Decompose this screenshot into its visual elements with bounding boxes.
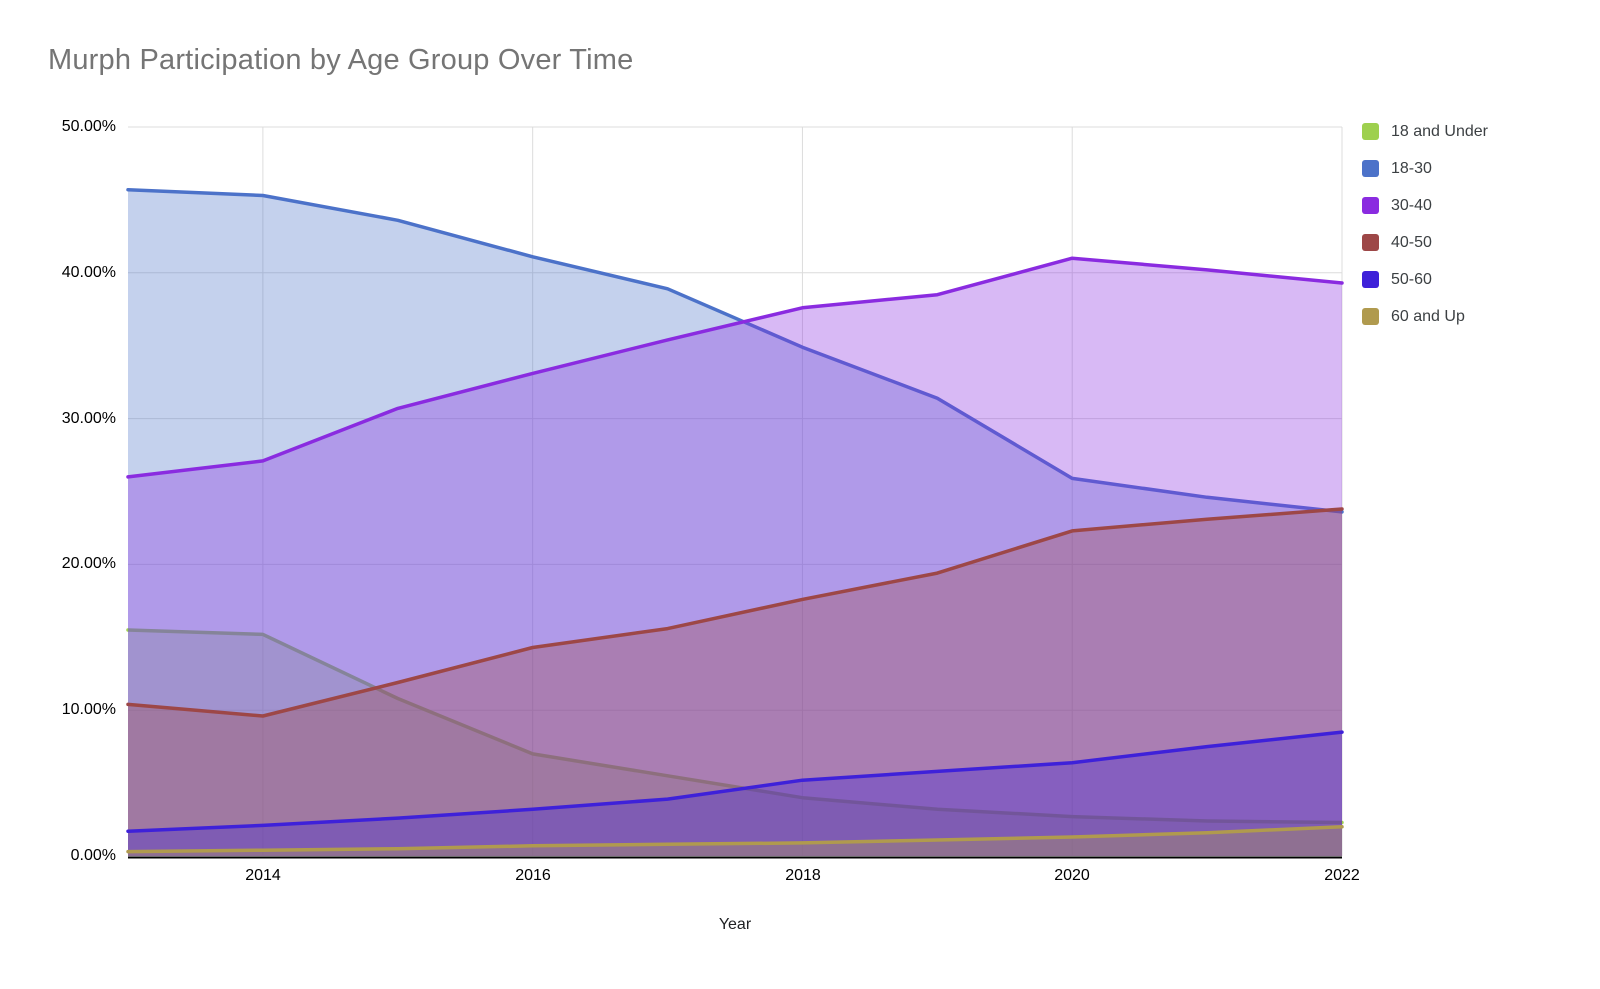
legend-item-60-and-up[interactable]: 60 and Up [1362,298,1488,335]
x-tick-label: 2014 [245,867,281,884]
legend-item-40-50[interactable]: 40-50 [1362,224,1488,261]
legend-label: 60 and Up [1391,307,1465,325]
legend-label: 50-60 [1391,270,1432,288]
legend-item-18-and-under[interactable]: 18 and Under [1362,113,1488,150]
y-tick-label: 50.00% [61,118,116,135]
y-tick-label: 30.00% [61,410,116,427]
chart-title: Murph Participation by Age Group Over Ti… [48,44,634,76]
legend-swatch-icon [1362,308,1379,325]
legend-label: 30-40 [1391,196,1432,214]
y-tick-label: 20.00% [61,555,116,572]
y-tick-label: 40.00% [61,264,116,281]
legend-swatch-icon [1362,197,1379,214]
x-tick-label: 2016 [515,867,551,884]
legend-swatch-icon [1362,123,1379,140]
legend-item-50-60[interactable]: 50-60 [1362,261,1488,298]
x-tick-label: 2022 [1324,867,1360,884]
legend-swatch-icon [1362,160,1379,177]
y-tick-label: 10.00% [61,701,116,718]
legend-swatch-icon [1362,271,1379,288]
x-tick-label: 2020 [1054,867,1090,884]
legend-swatch-icon [1362,234,1379,251]
legend-item-18-30[interactable]: 18-30 [1362,150,1488,187]
x-tick-label: 2018 [785,867,821,884]
y-tick-label: 0.00% [70,847,116,864]
legend-label: 18-30 [1391,159,1432,177]
legend-label: 40-50 [1391,233,1432,251]
legend-item-30-40[interactable]: 30-40 [1362,187,1488,224]
legend-label: 18 and Under [1391,122,1488,140]
x-axis-title: Year [718,916,752,933]
legend: 18 and Under 18-30 30-40 40-50 50-60 60 … [1362,113,1488,335]
